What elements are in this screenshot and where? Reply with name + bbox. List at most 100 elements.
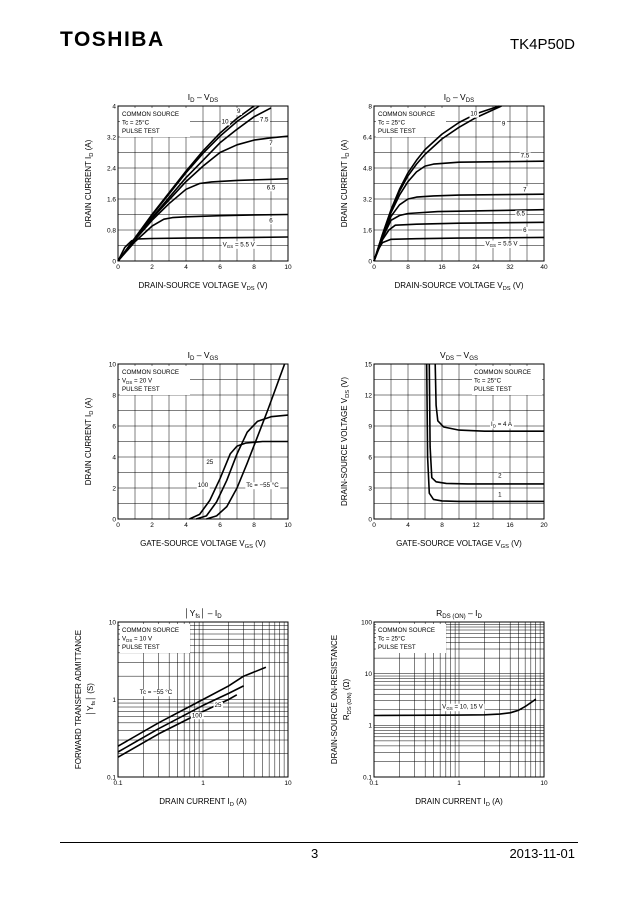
x-tick-label: 6	[218, 264, 222, 271]
y-tick-label: 3.2	[363, 196, 372, 203]
series-label-bg	[497, 491, 504, 499]
series-label: 1	[498, 491, 502, 498]
series-label: VGS = 10, 15 V	[442, 704, 484, 712]
series-line-6.5	[117, 178, 289, 262]
series-label: 10	[470, 111, 477, 118]
x-tick-label: 0	[372, 264, 376, 271]
x-axis-label: DRAIN-SOURCE VOLTAGE VDS (V)	[138, 281, 267, 292]
legend-line: PULSE TEST	[474, 386, 512, 393]
grid-c3	[117, 363, 289, 520]
series-label-bg	[497, 472, 504, 480]
series-line--55	[206, 363, 286, 520]
series-label-bg	[220, 118, 231, 126]
y-tick-label: 0	[112, 258, 116, 265]
series-label: 7.5	[260, 117, 269, 124]
series-line-10	[373, 105, 500, 262]
legend-line: PULSE TEST	[122, 386, 160, 393]
series-label-bg	[235, 107, 242, 115]
y-tick-label: 0	[368, 258, 372, 265]
y-axis-label: DRAIN CURRENT ID (A)	[84, 397, 95, 485]
x-tick-label: 0	[116, 522, 120, 529]
y-tick-label: 10	[109, 619, 117, 626]
x-tick-label: 20	[540, 522, 548, 529]
x-axis-label: DRAIN-SOURCE VOLTAGE VDS (V)	[394, 281, 523, 292]
y-tick-label: 2	[112, 485, 116, 492]
series-line-7.5	[373, 160, 545, 262]
series-label: 2	[498, 473, 502, 480]
y-tick-label: 2.4	[107, 165, 116, 172]
series-line-2	[428, 363, 544, 485]
series-line-25	[117, 685, 244, 753]
y-tick-label: 0.1	[363, 774, 372, 781]
series-line-7.5	[117, 107, 272, 262]
x-tick-label: 10	[284, 522, 292, 529]
y-tick-label: 4	[112, 103, 116, 110]
y-tick-label: 12	[365, 392, 373, 399]
legend-line: PULSE TEST	[122, 128, 160, 135]
x-tick-label: 0.1	[113, 780, 122, 787]
series-line--55	[117, 666, 267, 747]
series-label-bg	[469, 110, 479, 118]
part-number: TK4P50D	[509, 36, 575, 53]
x-tick-label: 24	[472, 264, 480, 271]
legend-box	[120, 366, 190, 395]
series-line-100	[117, 694, 238, 758]
series-line-VGS = 10, 15 V	[373, 698, 537, 717]
x-axis-label: GATE-SOURCE VOLTAGE VGS (V)	[396, 539, 522, 550]
y-tick-label: 6.4	[363, 134, 372, 141]
chart-title: ID – VDS	[188, 92, 218, 104]
series-label: 100	[198, 482, 209, 489]
series-line-6	[117, 213, 289, 262]
legend-box	[376, 624, 446, 653]
series-label-bg	[205, 458, 215, 466]
series-label: Tc = −55 °C	[246, 482, 279, 489]
series-label: 9	[237, 108, 241, 115]
series-label-bg	[221, 241, 257, 249]
x-tick-label: 16	[438, 264, 446, 271]
y-axis-label: DRAIN-SOURCE VOLTAGE VDS (V)	[340, 377, 351, 506]
y-axis-label-2: RDS (ON) (Ω)	[342, 678, 353, 720]
y-tick-label: 1	[112, 697, 116, 704]
legend-line: PULSE TEST	[378, 128, 416, 135]
y-tick-label: 3	[368, 485, 372, 492]
x-tick-label: 4	[406, 522, 410, 529]
x-tick-label: 16	[506, 522, 514, 529]
x-tick-label: 2	[150, 522, 154, 529]
x-tick-label: 32	[506, 264, 514, 271]
plot-frame	[373, 621, 545, 778]
plot-frame	[373, 105, 545, 262]
series-label-bg	[196, 482, 210, 490]
series-label-bg	[522, 186, 529, 194]
series-line-9	[373, 105, 502, 262]
legend-line: Tc = 25°C	[122, 120, 150, 127]
plot-frame	[373, 363, 545, 520]
series-label: 7	[523, 186, 527, 193]
legend-box	[472, 366, 542, 395]
y-tick-label: 0	[112, 516, 116, 523]
x-tick-label: 0.1	[369, 780, 378, 787]
series-label: VGS = 5.5 V	[223, 241, 256, 249]
series-label: 25	[206, 459, 213, 466]
page-number: 3	[311, 846, 319, 861]
x-tick-label: 40	[540, 264, 548, 271]
y-tick-label: 6	[112, 423, 116, 430]
legend-line: Tc = 25°C	[378, 120, 406, 127]
y-tick-label: 10	[365, 671, 373, 678]
legend-line: VDS = 20 V	[122, 378, 153, 386]
y-tick-label: 8	[368, 103, 372, 110]
y-tick-label: 1.6	[107, 196, 116, 203]
plot-frame	[117, 621, 289, 778]
y-tick-label: 1	[368, 723, 372, 730]
x-tick-label: 10	[540, 780, 548, 787]
y-axis-label: DRAIN-SOURCE ON-RESISTANCE	[330, 635, 339, 764]
series-line-5.5	[373, 236, 545, 262]
grid-c1	[117, 105, 289, 262]
series-line-100	[189, 440, 288, 520]
series-line-5.5	[117, 236, 289, 262]
y-tick-label: 3.2	[107, 134, 116, 141]
series-label: 10	[222, 118, 229, 125]
grid-c6	[373, 621, 545, 778]
series-line-25	[195, 414, 289, 520]
